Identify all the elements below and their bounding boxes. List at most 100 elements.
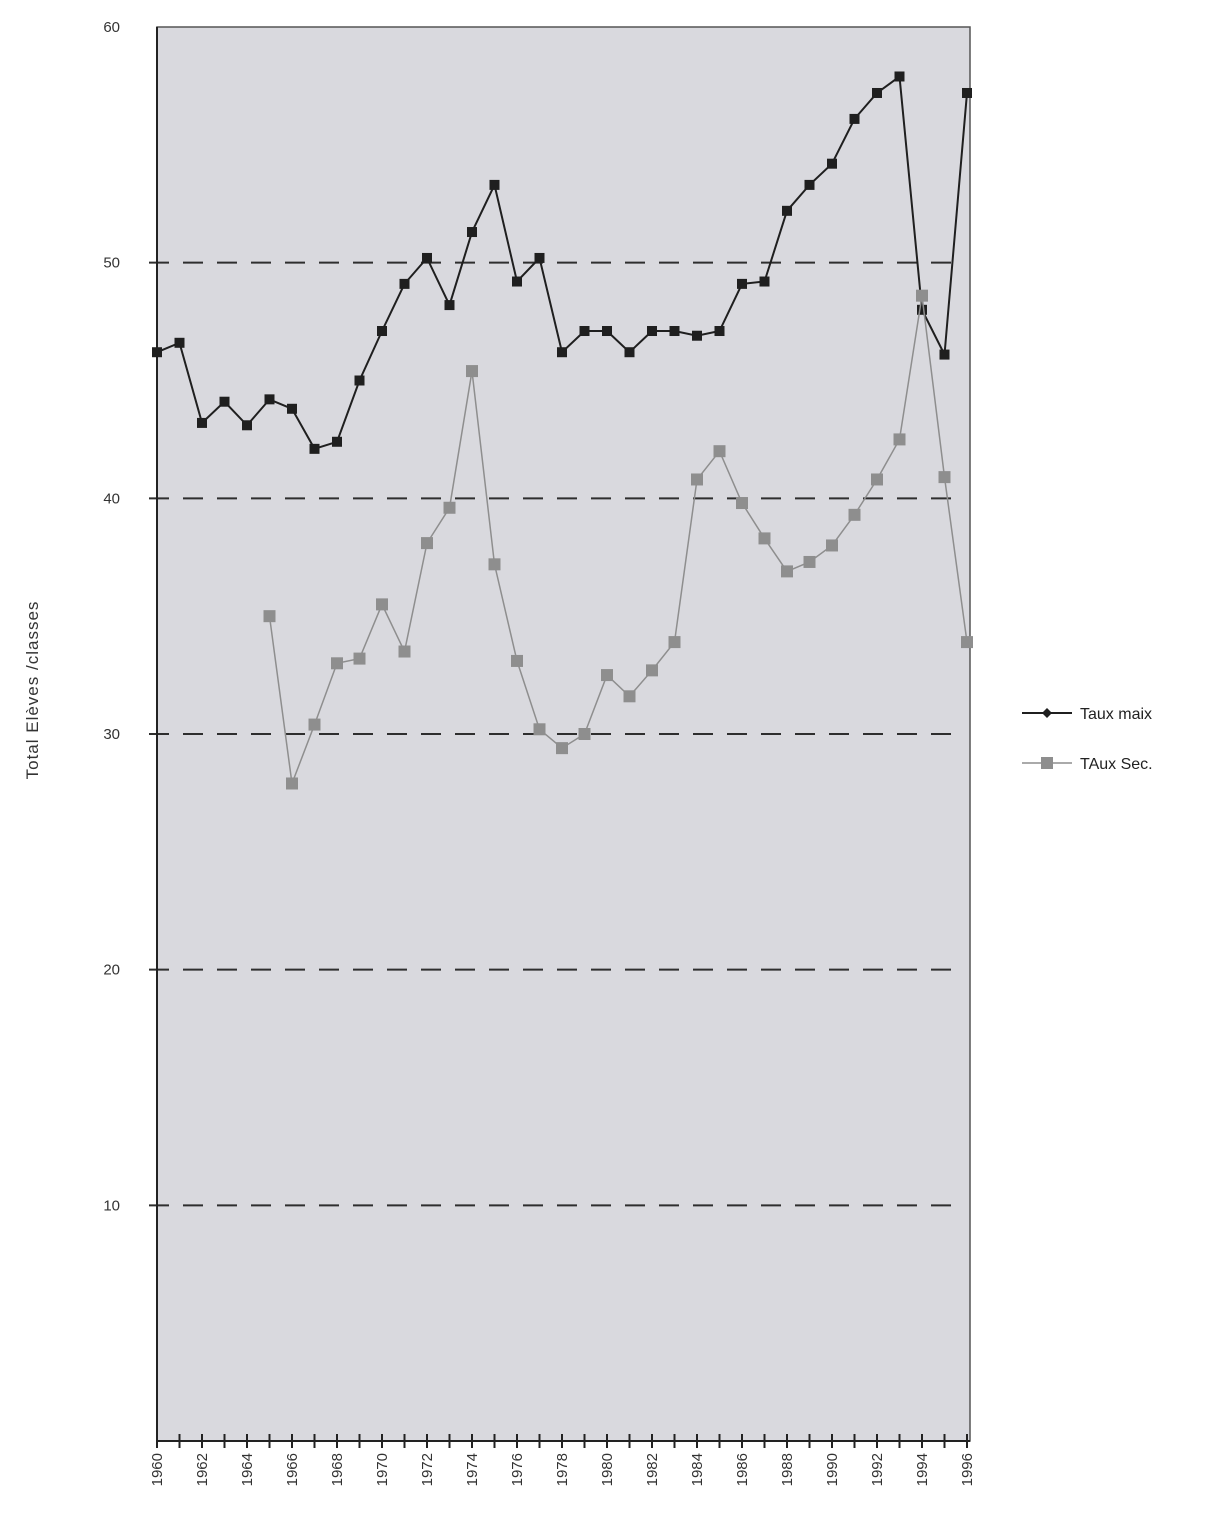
point-taux-maix-1984 xyxy=(692,330,702,341)
point-taux-maix-1966 xyxy=(287,403,297,414)
point-taux-maix-1992 xyxy=(872,87,882,98)
legend-item-taux-sec: TAux Sec. xyxy=(1022,756,1153,773)
x-tick-label-1980: 1980 xyxy=(599,1453,616,1486)
point-taux-sec-1972 xyxy=(421,537,433,550)
point-taux-maix-1980 xyxy=(602,326,612,337)
y-tick-label-30: 30 xyxy=(103,726,120,743)
point-taux-sec-1967 xyxy=(308,718,321,731)
y-axis-title: Total Elèves /classes xyxy=(23,601,42,780)
x-tick-label-1966: 1966 xyxy=(284,1453,301,1486)
x-tick-label-1962: 1962 xyxy=(194,1453,211,1486)
point-taux-maix-1993 xyxy=(894,71,905,82)
point-taux-sec-1969 xyxy=(353,652,366,665)
point-taux-maix-1983 xyxy=(669,326,680,337)
point-taux-sec-1970 xyxy=(376,598,388,611)
x-tick-label-1978: 1978 xyxy=(554,1453,571,1486)
x-tick-label-1984: 1984 xyxy=(689,1453,706,1486)
point-taux-maix-1986 xyxy=(737,278,747,289)
point-taux-sec-1977 xyxy=(533,723,546,736)
point-taux-maix-1996 xyxy=(962,87,972,98)
point-taux-maix-1979 xyxy=(579,326,590,337)
point-taux-sec-1985 xyxy=(713,445,726,458)
point-taux-maix-1961 xyxy=(174,337,185,348)
point-taux-sec-1966 xyxy=(286,777,298,790)
x-tick-label-1996: 1996 xyxy=(959,1453,976,1486)
point-taux-maix-1977 xyxy=(534,252,545,263)
point-taux-sec-1976 xyxy=(511,654,523,667)
point-taux-maix-1988 xyxy=(782,205,792,216)
point-taux-sec-1968 xyxy=(331,657,343,670)
x-tick-label-1986: 1986 xyxy=(734,1453,751,1486)
point-taux-sec-1986 xyxy=(736,497,748,510)
point-taux-sec-1987 xyxy=(758,532,771,545)
x-tick-label-1994: 1994 xyxy=(914,1453,931,1486)
point-taux-sec-1978 xyxy=(556,742,568,755)
point-taux-maix-1978 xyxy=(557,347,567,358)
point-taux-sec-1983 xyxy=(668,636,681,649)
x-tick-label-1972: 1972 xyxy=(419,1453,436,1486)
point-taux-maix-1963 xyxy=(219,396,230,407)
point-taux-maix-1975 xyxy=(489,179,500,190)
point-taux-maix-1962 xyxy=(197,417,207,428)
point-taux-maix-1965 xyxy=(264,394,275,405)
point-taux-maix-1972 xyxy=(422,252,432,263)
y-tick-label-40: 40 xyxy=(103,490,120,507)
point-taux-sec-1982 xyxy=(646,664,658,677)
y-tick-label-20: 20 xyxy=(103,962,120,979)
point-taux-sec-1980 xyxy=(601,669,613,682)
legend-marker-taux-maix xyxy=(1042,708,1052,718)
point-taux-maix-1987 xyxy=(759,276,770,287)
legend-label-taux-sec: TAux Sec. xyxy=(1080,756,1153,773)
point-taux-sec-1971 xyxy=(398,645,411,658)
x-tick-label-1992: 1992 xyxy=(869,1453,886,1486)
point-taux-maix-1991 xyxy=(849,113,860,124)
point-taux-sec-1989 xyxy=(803,555,816,568)
point-taux-maix-1982 xyxy=(647,326,657,337)
point-taux-maix-1976 xyxy=(512,276,522,287)
point-taux-sec-1984 xyxy=(691,473,703,486)
point-taux-sec-1975 xyxy=(488,558,501,571)
x-tick-label-1988: 1988 xyxy=(779,1453,796,1486)
point-taux-sec-1991 xyxy=(848,508,861,521)
point-taux-maix-1981 xyxy=(624,347,635,358)
point-taux-maix-1964 xyxy=(242,420,252,431)
x-tick-label-1960: 1960 xyxy=(149,1453,166,1486)
point-taux-sec-1981 xyxy=(623,690,636,703)
point-taux-sec-1973 xyxy=(443,501,456,514)
point-taux-sec-1994 xyxy=(916,289,928,302)
point-taux-maix-1995 xyxy=(939,349,950,360)
point-taux-maix-1968 xyxy=(332,436,342,447)
point-taux-maix-1960 xyxy=(152,347,162,358)
point-taux-maix-1974 xyxy=(467,227,477,238)
y-tick-label-60: 60 xyxy=(103,19,120,36)
point-taux-maix-1969 xyxy=(354,375,365,386)
point-taux-maix-1967 xyxy=(309,443,320,454)
point-taux-sec-1965 xyxy=(263,610,276,623)
x-axis-ticks: 1960 1962 1964 1966 1968 1970 1972 1974 1976 1978… xyxy=(149,1434,976,1486)
legend-item-taux-maix: Taux maix xyxy=(1022,706,1152,723)
x-tick-label-1974: 1974 xyxy=(464,1453,481,1486)
point-taux-sec-1988 xyxy=(781,565,793,578)
point-taux-maix-1994 xyxy=(917,304,927,315)
point-taux-maix-1973 xyxy=(444,300,455,311)
point-taux-maix-1989 xyxy=(804,179,815,190)
point-taux-maix-1985 xyxy=(714,326,725,337)
y-tick-label-50: 50 xyxy=(103,255,120,272)
legend: Taux maix TAux Sec. xyxy=(1022,706,1153,773)
x-tick-label-1970: 1970 xyxy=(374,1453,391,1486)
point-taux-sec-1990 xyxy=(826,539,838,552)
y-tick-label-10: 10 xyxy=(103,1197,120,1214)
point-taux-sec-1993 xyxy=(893,433,906,446)
x-tick-label-1968: 1968 xyxy=(329,1453,346,1486)
x-tick-label-1982: 1982 xyxy=(644,1453,661,1486)
x-tick-label-1990: 1990 xyxy=(824,1453,841,1486)
point-taux-sec-1995 xyxy=(938,471,951,484)
point-taux-maix-1970 xyxy=(377,326,387,337)
x-tick-label-1964: 1964 xyxy=(239,1453,256,1486)
x-tick-label-1976: 1976 xyxy=(509,1453,526,1486)
point-taux-maix-1971 xyxy=(399,278,410,289)
series-group xyxy=(152,71,973,790)
point-taux-sec-1974 xyxy=(466,365,478,378)
